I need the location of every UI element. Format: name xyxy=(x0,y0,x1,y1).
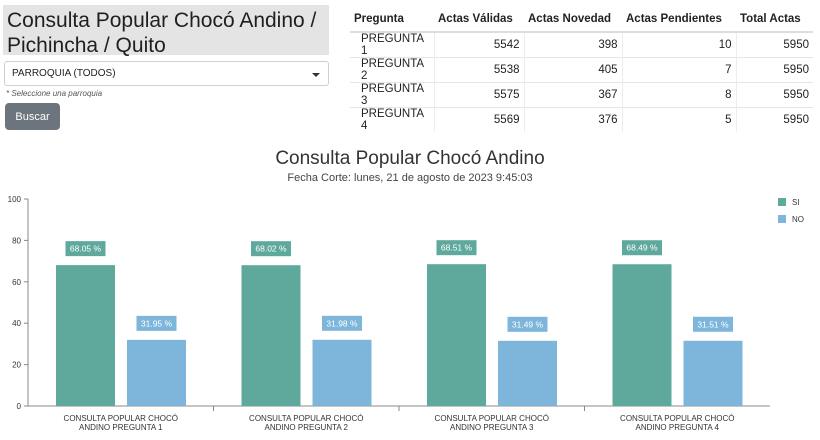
bar-no xyxy=(683,340,743,406)
legend-swatch-no xyxy=(778,215,786,223)
legend-swatch-si xyxy=(778,198,786,206)
table-cell: 405 xyxy=(524,57,623,83)
data-label: 68.49 % xyxy=(626,243,658,253)
y-tick-label: 60 xyxy=(12,278,21,287)
data-label-bg xyxy=(136,315,177,331)
parroquia-select[interactable]: PARROQUIA (TODOS) xyxy=(4,61,329,86)
y-tick-label: 0 xyxy=(17,402,22,411)
table-cell: PREGUNTA 1 xyxy=(350,31,435,58)
data-label-bg xyxy=(65,241,106,257)
table-cell: PREGUNTA 3 xyxy=(350,82,435,108)
data-label: 31.49 % xyxy=(512,319,544,329)
table-cell: 5538 xyxy=(434,57,525,83)
y-tick-label: 20 xyxy=(12,361,21,370)
table-cell: PREGUNTA 4 xyxy=(350,107,435,132)
data-label: 31.51 % xyxy=(697,319,729,329)
table-cell: 376 xyxy=(524,107,623,132)
x-category-label: CONSULTA POPULAR CHOCÓ xyxy=(64,414,178,423)
search-button[interactable]: Buscar xyxy=(5,103,60,130)
table-cell: 5950 xyxy=(736,82,813,108)
chevron-down-icon xyxy=(312,73,320,77)
table-row: PREGUNTA 4 5569 376 5 5950 xyxy=(350,107,813,132)
chart-title: Consulta Popular Chocó Andino xyxy=(275,148,545,169)
page-title-panel: Consulta Popular Chocó Andino / Pichinch… xyxy=(3,5,329,57)
data-label-bg xyxy=(507,316,548,332)
table-cell: 5950 xyxy=(736,31,813,58)
y-tick-label: 100 xyxy=(8,195,22,204)
table-cell: 5950 xyxy=(736,57,813,83)
summary-table: Pregunta Actas Válidas Actas Novedad Act… xyxy=(350,6,813,132)
table-cell: 5 xyxy=(622,107,737,132)
bar-si xyxy=(612,264,672,406)
col-pregunta: Pregunta xyxy=(350,6,434,33)
bar-no xyxy=(127,339,186,406)
table-cell: 367 xyxy=(524,82,623,108)
y-tick-label: 40 xyxy=(12,319,21,328)
legend-label: SI xyxy=(792,198,800,207)
col-actas-pendientes: Actas Pendientes xyxy=(622,6,736,33)
table-cell: 10 xyxy=(622,31,737,58)
bar-si xyxy=(56,265,115,406)
table-cell: 8 xyxy=(622,82,737,108)
select-hint: * Seleccione una parroquia xyxy=(6,89,103,98)
data-label-bg xyxy=(322,315,362,331)
table-header-row: Pregunta Actas Válidas Actas Novedad Act… xyxy=(350,6,813,33)
data-label-bg xyxy=(693,316,733,332)
table-cell: 5569 xyxy=(434,107,525,132)
parroquia-select-value: PARROQUIA (TODOS) xyxy=(12,68,116,79)
table-cell: 398 xyxy=(524,31,623,58)
col-actas-validas: Actas Válidas xyxy=(434,6,524,33)
x-category-label: ANDINO PREGUNTA 4 xyxy=(636,423,720,432)
data-label-bg xyxy=(251,241,291,257)
data-label: 68.02 % xyxy=(255,244,287,254)
data-label: 68.05 % xyxy=(70,244,102,254)
data-label: 31.98 % xyxy=(326,318,358,328)
col-total-actas: Total Actas xyxy=(736,6,813,33)
table-cell: 5575 xyxy=(434,82,525,108)
y-tick-label: 80 xyxy=(12,236,21,245)
page-title: Consulta Popular Chocó Andino / Pichinch… xyxy=(7,9,317,57)
data-label-bg xyxy=(622,240,662,256)
table-cell: PREGUNTA 2 xyxy=(350,57,435,83)
table-row: PREGUNTA 1 5542 398 10 5950 xyxy=(350,31,813,58)
bar-si xyxy=(241,265,301,406)
table-cell: 7 xyxy=(622,57,737,83)
legend-label: NO xyxy=(792,215,804,224)
x-category-label: ANDINO PREGUNTA 1 xyxy=(79,423,163,432)
bar-no xyxy=(498,340,557,406)
x-category-label: CONSULTA POPULAR CHOCÓ xyxy=(620,414,734,423)
table-row: PREGUNTA 3 5575 367 8 5950 xyxy=(350,82,813,108)
table-cell: 5542 xyxy=(434,31,525,58)
table-row: PREGUNTA 2 5538 405 7 5950 xyxy=(350,57,813,83)
table-cell: 5950 xyxy=(736,107,813,132)
chart-subtitle: Fecha Corte: lunes, 21 de agosto de 2023… xyxy=(287,172,533,184)
x-category-label: ANDINO PREGUNTA 2 xyxy=(265,423,349,432)
col-actas-novedad: Actas Novedad xyxy=(524,6,622,33)
data-label: 68.51 % xyxy=(441,243,473,253)
bar-no xyxy=(312,339,372,406)
x-category-label: CONSULTA POPULAR CHOCÓ xyxy=(249,414,363,423)
x-category-label: CONSULTA POPULAR CHOCÓ xyxy=(435,414,549,423)
data-label-bg xyxy=(436,240,477,256)
x-category-label: ANDINO PREGUNTA 3 xyxy=(450,423,534,432)
data-label: 31.95 % xyxy=(141,318,173,328)
bar-si xyxy=(427,264,486,406)
